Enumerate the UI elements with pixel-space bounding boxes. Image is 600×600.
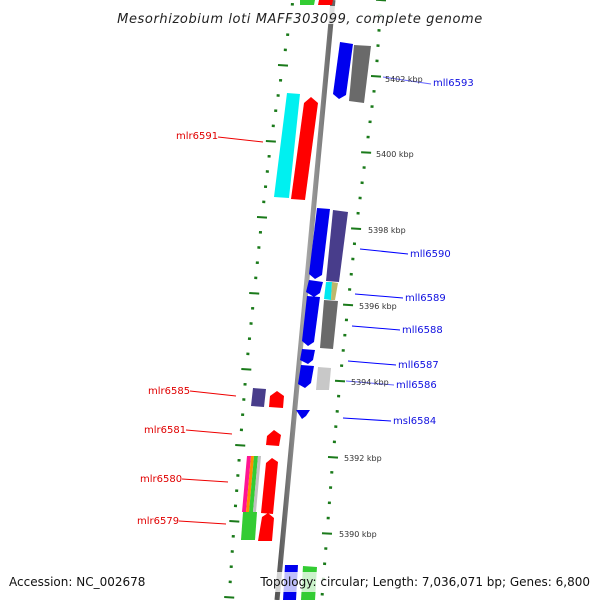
gene-feature[interactable] bbox=[249, 456, 258, 512]
major-tick bbox=[265, 140, 276, 143]
gene-feature[interactable] bbox=[246, 456, 254, 512]
gene-label[interactable]: mlr6581 bbox=[144, 425, 186, 436]
map-title: Mesorhizobium loti MAFF303099, complete … bbox=[117, 12, 483, 27]
major-tick bbox=[224, 596, 235, 599]
gene-mlr6581[interactable] bbox=[266, 430, 281, 446]
major-tick bbox=[321, 532, 333, 535]
gene-feature[interactable] bbox=[242, 456, 251, 512]
gene-feature[interactable] bbox=[274, 93, 300, 198]
leader-line bbox=[359, 248, 409, 255]
scale-label: 5398 kbp bbox=[368, 226, 406, 235]
major-tick bbox=[235, 444, 246, 447]
footer-background bbox=[258, 572, 594, 592]
gene-label[interactable]: mlr6585 bbox=[148, 386, 190, 397]
gene-label[interactable]: mll6590 bbox=[410, 249, 451, 260]
major-tick bbox=[241, 368, 252, 371]
gene-mlr6580[interactable] bbox=[261, 458, 278, 514]
major-tick bbox=[370, 75, 382, 78]
scale-label: 5400 kbp bbox=[376, 150, 414, 159]
scale-label: 5390 kbp bbox=[339, 530, 377, 539]
gene-msl6584[interactable] bbox=[296, 410, 310, 419]
gene-feature[interactable] bbox=[349, 45, 371, 103]
genes bbox=[241, 0, 371, 600]
gene-mll6589[interactable] bbox=[306, 280, 323, 297]
gene-feature[interactable] bbox=[300, 0, 315, 5]
gene-mlr6585[interactable] bbox=[269, 391, 284, 408]
major-tick bbox=[342, 303, 354, 307]
gene-feature[interactable] bbox=[331, 282, 338, 300]
major-tick bbox=[277, 64, 289, 67]
scale-label: 5394 kbp bbox=[351, 378, 389, 387]
leader-line bbox=[382, 76, 432, 85]
gene-label[interactable]: msl6584 bbox=[393, 416, 436, 427]
gene-mll6586[interactable] bbox=[298, 365, 314, 388]
gene-feature[interactable] bbox=[326, 210, 348, 282]
major-tick bbox=[361, 151, 372, 154]
gene-label[interactable]: mlr6591 bbox=[176, 131, 218, 142]
gene-mlr6591[interactable] bbox=[291, 97, 318, 200]
leader-line bbox=[189, 390, 237, 397]
backbone bbox=[274, 0, 336, 600]
gene-feature[interactable] bbox=[324, 282, 332, 300]
leader-line bbox=[347, 360, 397, 366]
major-tick bbox=[351, 227, 362, 230]
gene-feature[interactable] bbox=[320, 300, 338, 349]
scale-label: 5396 kbp bbox=[359, 302, 397, 311]
major-tick bbox=[334, 379, 346, 383]
leader-line bbox=[354, 293, 404, 299]
gene-label[interactable]: mll6589 bbox=[405, 293, 446, 304]
gene-mll6587[interactable] bbox=[300, 349, 315, 364]
leader-line bbox=[342, 417, 392, 422]
leader-line bbox=[178, 520, 227, 525]
leader-line bbox=[217, 136, 264, 143]
title-background bbox=[110, 6, 490, 24]
gene-label[interactable]: mll6588 bbox=[402, 325, 443, 336]
accession-text: Accession: NC_002678 bbox=[9, 575, 145, 589]
gene-label[interactable]: mlr6580 bbox=[140, 474, 182, 485]
scale-ticks bbox=[224, 0, 387, 599]
gene-feature[interactable] bbox=[251, 388, 266, 407]
major-tick bbox=[256, 216, 268, 219]
gene-feature[interactable] bbox=[318, 0, 333, 5]
leader-line bbox=[345, 380, 395, 386]
gene-mll6590[interactable] bbox=[309, 208, 330, 279]
gene-feature[interactable] bbox=[316, 367, 331, 390]
gene-mll6593[interactable] bbox=[333, 42, 353, 99]
gene-mlr6579[interactable] bbox=[241, 512, 257, 540]
major-tick bbox=[327, 456, 339, 459]
summary-text: Topology: circular; Length: 7,036,071 bp… bbox=[259, 575, 590, 589]
major-tick bbox=[249, 292, 260, 295]
gene-feature[interactable] bbox=[258, 513, 274, 541]
leader-line bbox=[351, 325, 401, 331]
gene-label[interactable]: mll6587 bbox=[398, 360, 439, 371]
gene-feature[interactable] bbox=[253, 456, 261, 512]
scale-label: 5392 kbp bbox=[344, 454, 382, 463]
gene-mll6588[interactable] bbox=[302, 296, 320, 346]
gene-label[interactable]: mlr6579 bbox=[137, 516, 179, 527]
major-tick bbox=[229, 520, 240, 523]
scale-label: 5402 kbp bbox=[385, 75, 423, 84]
leader-line bbox=[181, 478, 229, 483]
gene-label[interactable]: mll6593 bbox=[433, 78, 474, 89]
leader-line bbox=[185, 429, 233, 435]
gene-label[interactable]: mll6586 bbox=[396, 380, 437, 391]
